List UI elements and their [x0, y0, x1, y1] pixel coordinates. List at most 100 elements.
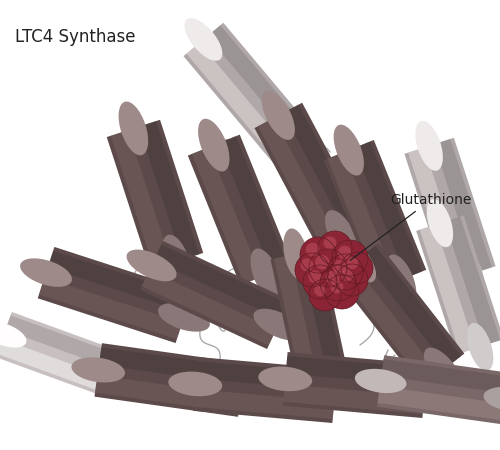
Ellipse shape	[338, 237, 376, 283]
Ellipse shape	[20, 258, 72, 287]
Polygon shape	[186, 43, 292, 165]
Polygon shape	[196, 361, 336, 391]
Circle shape	[303, 265, 337, 299]
Ellipse shape	[162, 234, 192, 288]
Polygon shape	[444, 216, 500, 345]
Circle shape	[314, 284, 326, 296]
Circle shape	[315, 255, 330, 270]
Circle shape	[306, 243, 320, 256]
Polygon shape	[94, 343, 246, 417]
Ellipse shape	[386, 254, 416, 306]
Ellipse shape	[126, 250, 176, 281]
Circle shape	[346, 257, 358, 269]
Polygon shape	[434, 139, 492, 273]
Ellipse shape	[278, 129, 316, 172]
Circle shape	[320, 265, 356, 301]
Polygon shape	[6, 315, 124, 371]
Ellipse shape	[258, 367, 312, 391]
Ellipse shape	[426, 199, 453, 247]
Ellipse shape	[94, 362, 139, 388]
Polygon shape	[404, 138, 496, 282]
Polygon shape	[361, 246, 461, 367]
Circle shape	[325, 275, 359, 309]
Polygon shape	[254, 103, 366, 247]
Ellipse shape	[484, 387, 500, 411]
Polygon shape	[382, 359, 500, 394]
Ellipse shape	[424, 347, 463, 393]
Circle shape	[332, 240, 368, 276]
Circle shape	[330, 280, 344, 293]
Polygon shape	[416, 216, 500, 355]
Ellipse shape	[158, 303, 210, 332]
Ellipse shape	[467, 323, 493, 371]
Polygon shape	[194, 389, 334, 419]
Polygon shape	[138, 121, 200, 260]
Circle shape	[309, 279, 341, 311]
Ellipse shape	[262, 91, 295, 140]
Circle shape	[326, 271, 340, 284]
Polygon shape	[38, 247, 192, 343]
Ellipse shape	[72, 357, 125, 382]
Circle shape	[336, 264, 368, 296]
Text: Glutathione: Glutathione	[350, 193, 472, 261]
Polygon shape	[219, 136, 288, 273]
Polygon shape	[283, 105, 362, 232]
Polygon shape	[324, 140, 426, 290]
Circle shape	[318, 231, 352, 265]
Polygon shape	[378, 386, 500, 421]
Circle shape	[295, 253, 329, 287]
Polygon shape	[0, 312, 124, 398]
Ellipse shape	[215, 378, 268, 403]
Polygon shape	[408, 148, 466, 281]
Text: LTC4 Synthase: LTC4 Synthase	[15, 28, 136, 46]
Polygon shape	[110, 130, 172, 269]
Ellipse shape	[118, 102, 148, 155]
Ellipse shape	[334, 125, 364, 176]
Polygon shape	[274, 255, 319, 391]
Polygon shape	[377, 355, 500, 425]
Polygon shape	[48, 251, 191, 312]
Ellipse shape	[398, 379, 452, 404]
Polygon shape	[328, 152, 396, 288]
Polygon shape	[336, 243, 464, 387]
Ellipse shape	[250, 248, 282, 302]
Circle shape	[341, 269, 353, 281]
Ellipse shape	[325, 210, 358, 259]
Polygon shape	[339, 263, 439, 384]
Polygon shape	[140, 241, 290, 349]
Polygon shape	[0, 339, 114, 395]
Ellipse shape	[0, 321, 26, 347]
Polygon shape	[106, 120, 204, 270]
Polygon shape	[284, 384, 424, 414]
Polygon shape	[270, 248, 349, 392]
Polygon shape	[354, 141, 422, 278]
Ellipse shape	[416, 121, 443, 171]
Ellipse shape	[184, 18, 222, 61]
Polygon shape	[283, 352, 427, 418]
Circle shape	[338, 246, 351, 260]
Polygon shape	[142, 270, 276, 346]
Polygon shape	[193, 357, 337, 423]
Polygon shape	[208, 25, 314, 147]
Circle shape	[327, 254, 363, 290]
Polygon shape	[154, 245, 288, 320]
Polygon shape	[258, 118, 337, 245]
Polygon shape	[184, 23, 316, 167]
Circle shape	[309, 249, 347, 287]
Polygon shape	[192, 147, 261, 284]
Polygon shape	[95, 375, 241, 413]
Ellipse shape	[457, 249, 484, 299]
Ellipse shape	[312, 360, 336, 412]
Ellipse shape	[198, 119, 230, 171]
Circle shape	[333, 260, 346, 274]
Polygon shape	[39, 278, 182, 339]
Ellipse shape	[168, 372, 222, 396]
Ellipse shape	[284, 229, 308, 279]
Polygon shape	[99, 347, 245, 385]
Circle shape	[300, 258, 314, 271]
Ellipse shape	[254, 309, 304, 341]
Polygon shape	[301, 249, 346, 385]
Polygon shape	[188, 135, 292, 285]
Polygon shape	[286, 356, 426, 386]
Circle shape	[300, 237, 336, 273]
